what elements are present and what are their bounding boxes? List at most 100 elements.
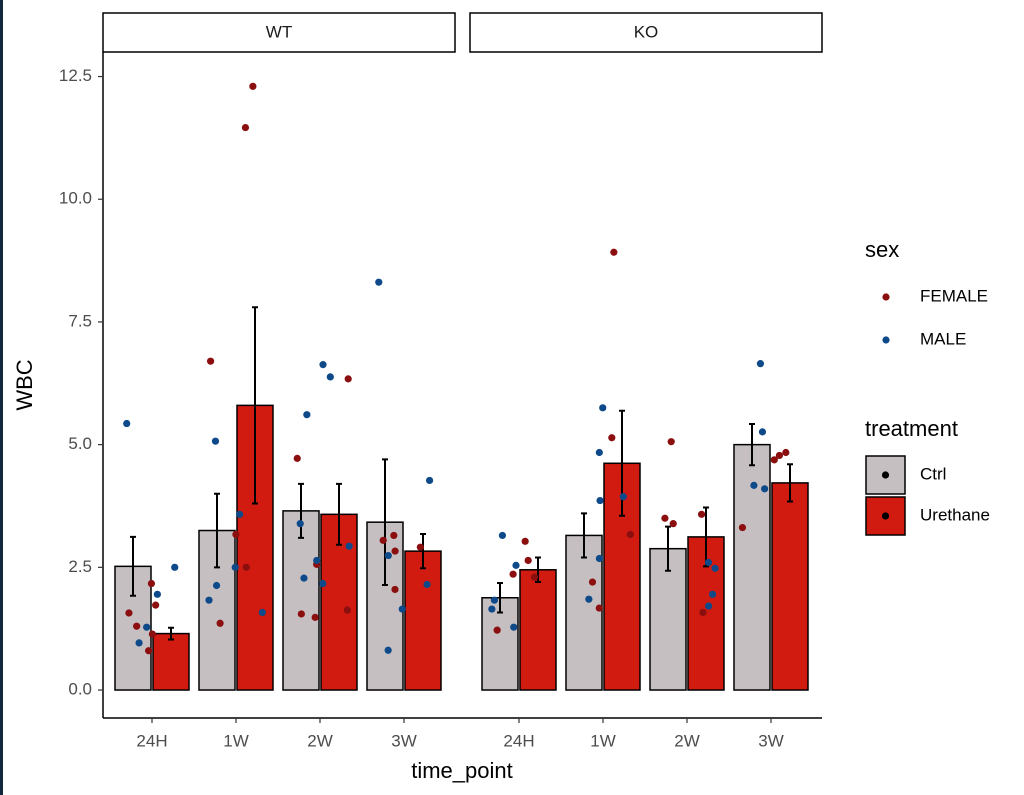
data-point bbox=[319, 361, 327, 369]
strip-box bbox=[469, 12, 823, 53]
data-point bbox=[300, 574, 308, 582]
error-bar bbox=[382, 458, 388, 586]
legend-label: Ctrl bbox=[920, 464, 946, 483]
data-point bbox=[148, 630, 156, 638]
data-point bbox=[171, 563, 179, 571]
y-tick-label: 0.0 bbox=[68, 680, 92, 699]
data-point bbox=[490, 596, 499, 604]
data-point bbox=[699, 608, 707, 617]
data-point bbox=[311, 613, 319, 621]
y-tick-label: 7.5 bbox=[68, 311, 92, 330]
data-point bbox=[711, 564, 719, 572]
data-point bbox=[524, 556, 532, 565]
data-point bbox=[212, 581, 221, 590]
strip-label: WT bbox=[266, 22, 292, 41]
data-point bbox=[391, 585, 399, 594]
bar bbox=[404, 550, 442, 691]
data-point bbox=[595, 604, 603, 612]
data-point bbox=[379, 536, 387, 544]
data-point bbox=[498, 531, 507, 540]
data-point bbox=[297, 610, 305, 618]
data-point bbox=[509, 570, 517, 578]
data-point bbox=[384, 646, 392, 654]
data-point bbox=[232, 530, 240, 539]
data-point bbox=[775, 451, 784, 460]
error-bar bbox=[581, 512, 587, 559]
y-axis-title: WBC bbox=[12, 359, 37, 410]
data-point bbox=[231, 563, 239, 571]
x-tick-label: 3W bbox=[391, 731, 417, 750]
legend-key-dot bbox=[881, 471, 890, 479]
data-point bbox=[205, 596, 213, 604]
data-point bbox=[133, 622, 141, 630]
data-point bbox=[143, 623, 151, 631]
x-tick-label: 1W bbox=[590, 731, 616, 750]
strip-label: KO bbox=[634, 22, 659, 41]
data-point bbox=[242, 563, 250, 571]
bar bbox=[771, 482, 809, 691]
data-point bbox=[391, 547, 399, 555]
data-point bbox=[626, 530, 634, 539]
y-tick-label: 10.0 bbox=[59, 189, 92, 208]
error-bar bbox=[787, 463, 793, 503]
data-point bbox=[326, 373, 334, 381]
data-point bbox=[216, 619, 224, 627]
x-tick-label: 3W bbox=[758, 731, 784, 750]
data-point bbox=[123, 419, 131, 428]
x-axis-title: time_point bbox=[411, 758, 513, 783]
bar bbox=[733, 443, 771, 691]
data-point bbox=[344, 375, 352, 383]
data-point bbox=[619, 493, 627, 501]
data-point bbox=[313, 556, 321, 565]
data-point bbox=[425, 476, 434, 485]
data-point bbox=[303, 411, 311, 419]
data-point bbox=[249, 82, 257, 90]
x-tick-label: 1W bbox=[223, 731, 249, 750]
data-point bbox=[236, 510, 244, 518]
data-point bbox=[416, 543, 424, 551]
data-point bbox=[738, 523, 747, 532]
legend-label: Urethane bbox=[920, 505, 990, 524]
error-bar bbox=[130, 535, 136, 597]
y-tick-label: 2.5 bbox=[68, 557, 92, 576]
strip-box bbox=[102, 12, 456, 53]
data-point bbox=[610, 248, 618, 256]
bar bbox=[565, 534, 603, 691]
data-point bbox=[319, 579, 327, 588]
data-point bbox=[758, 428, 767, 436]
data-point bbox=[398, 605, 406, 613]
error-bar bbox=[497, 582, 503, 614]
bar bbox=[649, 547, 687, 691]
y-tick-label: 12.5 bbox=[59, 66, 92, 85]
data-point bbox=[770, 456, 778, 464]
bar bbox=[519, 569, 557, 691]
error-bar bbox=[168, 626, 174, 641]
data-point bbox=[756, 360, 765, 368]
data-point bbox=[510, 623, 518, 631]
x-tick-label: 24H bbox=[503, 731, 534, 750]
data-point bbox=[384, 551, 392, 560]
data-point bbox=[343, 606, 351, 614]
x-tick-label: 2W bbox=[307, 731, 333, 750]
data-point bbox=[667, 438, 675, 446]
data-point bbox=[585, 595, 593, 603]
legend-marker bbox=[882, 293, 890, 301]
error-bar bbox=[703, 506, 709, 568]
data-point bbox=[258, 608, 266, 617]
data-point bbox=[709, 590, 717, 598]
error-bar bbox=[420, 532, 426, 570]
data-point bbox=[144, 647, 153, 655]
data-point bbox=[147, 579, 156, 588]
data-point bbox=[241, 123, 250, 132]
data-point bbox=[595, 448, 603, 457]
data-point bbox=[125, 609, 133, 617]
data-point bbox=[608, 434, 616, 442]
x-tick-label: 24H bbox=[136, 731, 167, 750]
data-point bbox=[669, 520, 677, 528]
error-bar bbox=[298, 482, 304, 539]
legend-marker bbox=[882, 336, 890, 344]
bar bbox=[198, 529, 236, 691]
data-point bbox=[599, 404, 607, 412]
legend-title: treatment bbox=[865, 416, 958, 441]
data-point bbox=[512, 561, 520, 569]
